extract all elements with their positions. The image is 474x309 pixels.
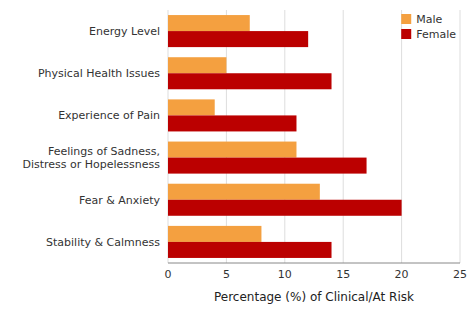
x-tick-label: 15 [336, 268, 350, 281]
grid-line [284, 10, 285, 263]
x-axis-line [168, 263, 460, 264]
bar [168, 115, 296, 131]
legend: Male Female [401, 13, 456, 41]
grid-line [460, 10, 461, 263]
bar [168, 184, 320, 200]
grid [168, 10, 460, 263]
grid-line [401, 10, 402, 263]
legend-label: Male [416, 13, 442, 26]
bar [168, 242, 332, 258]
x-tick-label: 25 [453, 268, 467, 281]
bar [168, 15, 250, 31]
legend-label: Female [416, 28, 456, 41]
bar [168, 57, 226, 73]
bars [168, 15, 402, 258]
y-tick-label-line: Fear & Anxiety [79, 194, 160, 207]
y-tick-label-line: Feelings of Sadness, [48, 145, 160, 158]
bar [168, 142, 296, 158]
y-tick-label: Energy Level [89, 25, 160, 38]
bar [168, 73, 332, 89]
y-tick-label: Stability & Calmness [46, 236, 160, 249]
x-tick-label: 0 [165, 268, 172, 281]
grid-line [226, 10, 227, 263]
y-tick-label-line: Energy Level [89, 25, 160, 38]
x-tick-label: 10 [278, 268, 292, 281]
x-tick-label: 5 [223, 268, 230, 281]
bar [168, 99, 215, 115]
y-tick-label-line: Distress or Hopelessness [22, 158, 160, 171]
y-tick-label-line: Physical Health Issues [38, 67, 160, 80]
y-tick-label: Feelings of Sadness,Distress or Hopeless… [22, 145, 160, 171]
y-tick-label-line: Experience of Pain [58, 109, 160, 122]
grid-line [343, 10, 344, 263]
legend-swatch [401, 29, 411, 39]
bar [168, 31, 308, 47]
bar [168, 200, 402, 216]
y-tick-label: Experience of Pain [58, 109, 160, 122]
y-tick-label-line: Stability & Calmness [46, 236, 160, 249]
x-tick-label: 20 [395, 268, 409, 281]
y-tick-label: Fear & Anxiety [79, 194, 160, 207]
grid-line [168, 10, 169, 263]
bar [168, 158, 367, 174]
legend-swatch [401, 14, 411, 24]
y-tick-label: Physical Health Issues [38, 67, 160, 80]
bar [168, 226, 261, 242]
chart: 0 5 10 15 20 25 Energy Level Physical Health Is… [0, 0, 474, 309]
x-axis-label: Percentage (%) of Clinical/At Risk [214, 290, 414, 304]
